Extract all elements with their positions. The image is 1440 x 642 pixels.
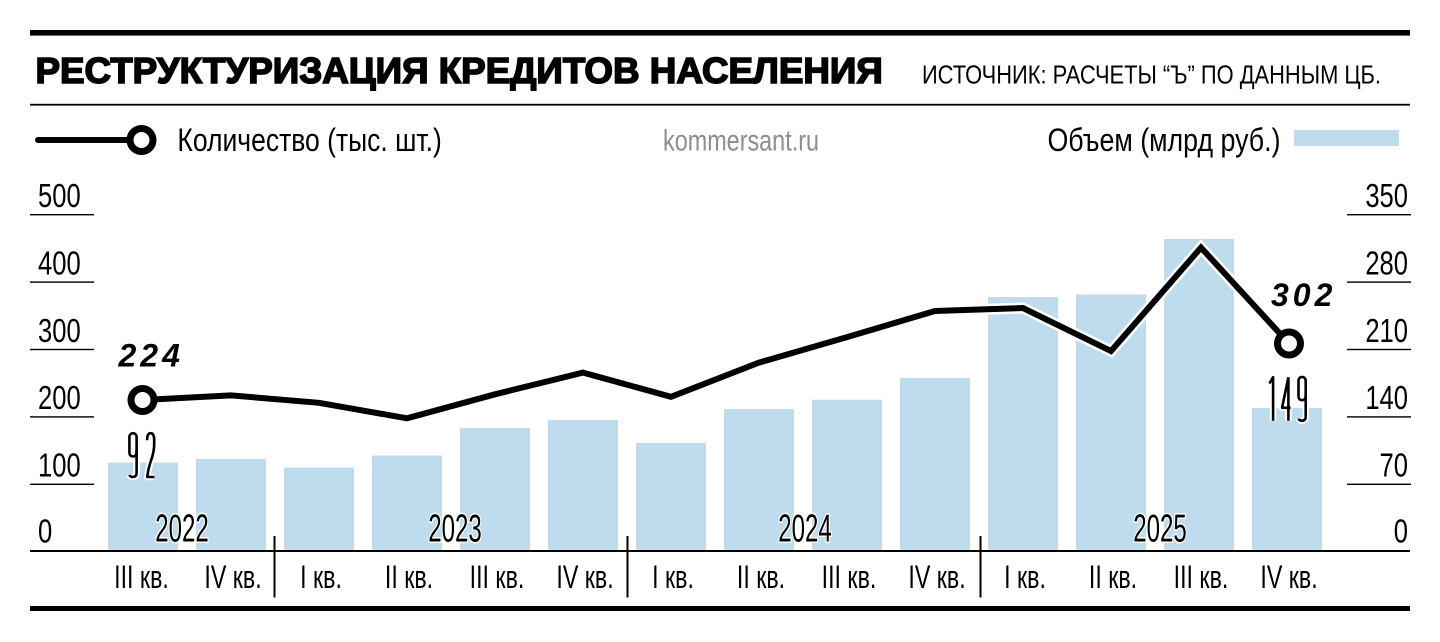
svg-text:302: 302 (1271, 277, 1336, 313)
svg-text:IV кв.: IV кв. (1260, 559, 1317, 594)
svg-text:210: 210 (1365, 313, 1408, 350)
svg-text:400: 400 (38, 245, 81, 282)
svg-text:I кв.: I кв. (300, 559, 342, 594)
svg-text:2023: 2023 (428, 507, 482, 550)
svg-text:0: 0 (38, 513, 52, 550)
svg-text:II кв.: II кв. (737, 559, 785, 594)
svg-text:IV кв.: IV кв. (556, 559, 613, 594)
svg-text:224: 224 (118, 337, 184, 373)
svg-text:500: 500 (38, 178, 81, 215)
svg-text:IV кв.: IV кв. (204, 559, 261, 594)
svg-text:300: 300 (38, 313, 81, 350)
svg-text:100: 100 (38, 448, 81, 485)
svg-text:70: 70 (1380, 448, 1408, 485)
svg-text:350: 350 (1365, 178, 1408, 215)
svg-text:I кв.: I кв. (1004, 559, 1046, 594)
svg-text:2022: 2022 (155, 507, 209, 550)
svg-text:kommersant.ru: kommersant.ru (663, 124, 819, 157)
svg-text:РЕСТРУКТУРИЗАЦИЯ КРЕДИТОВ НАСЕ: РЕСТРУКТУРИЗАЦИЯ КРЕДИТОВ НАСЕЛЕНИЯ (36, 50, 883, 91)
svg-text:2024: 2024 (778, 507, 832, 550)
svg-text:III кв.: III кв. (114, 559, 169, 594)
svg-text:140: 140 (1365, 380, 1408, 417)
svg-text:III кв.: III кв. (1174, 559, 1229, 594)
svg-text:II кв.: II кв. (385, 559, 433, 594)
svg-text:Количество (тыс. шт.): Количество (тыс. шт.) (177, 123, 441, 159)
svg-text:I кв.: I кв. (652, 559, 694, 594)
svg-text:280: 280 (1365, 245, 1408, 282)
svg-text:ИСТОЧНИК: РАСЧЕТЫ “Ъ” ПО ДАННЫ: ИСТОЧНИК: РАСЧЕТЫ “Ъ” ПО ДАННЫМ ЦБ. (922, 61, 1381, 90)
svg-text:IV кв.: IV кв. (908, 559, 965, 594)
svg-text:III кв.: III кв. (470, 559, 525, 594)
svg-text:II кв.: II кв. (1089, 559, 1137, 594)
svg-text:III кв.: III кв. (822, 559, 877, 594)
svg-text:Объем (млрд руб.): Объем (млрд руб.) (1047, 123, 1280, 159)
svg-text:200: 200 (38, 380, 81, 417)
svg-text:0: 0 (1394, 513, 1408, 550)
svg-text:2025: 2025 (1133, 507, 1187, 550)
